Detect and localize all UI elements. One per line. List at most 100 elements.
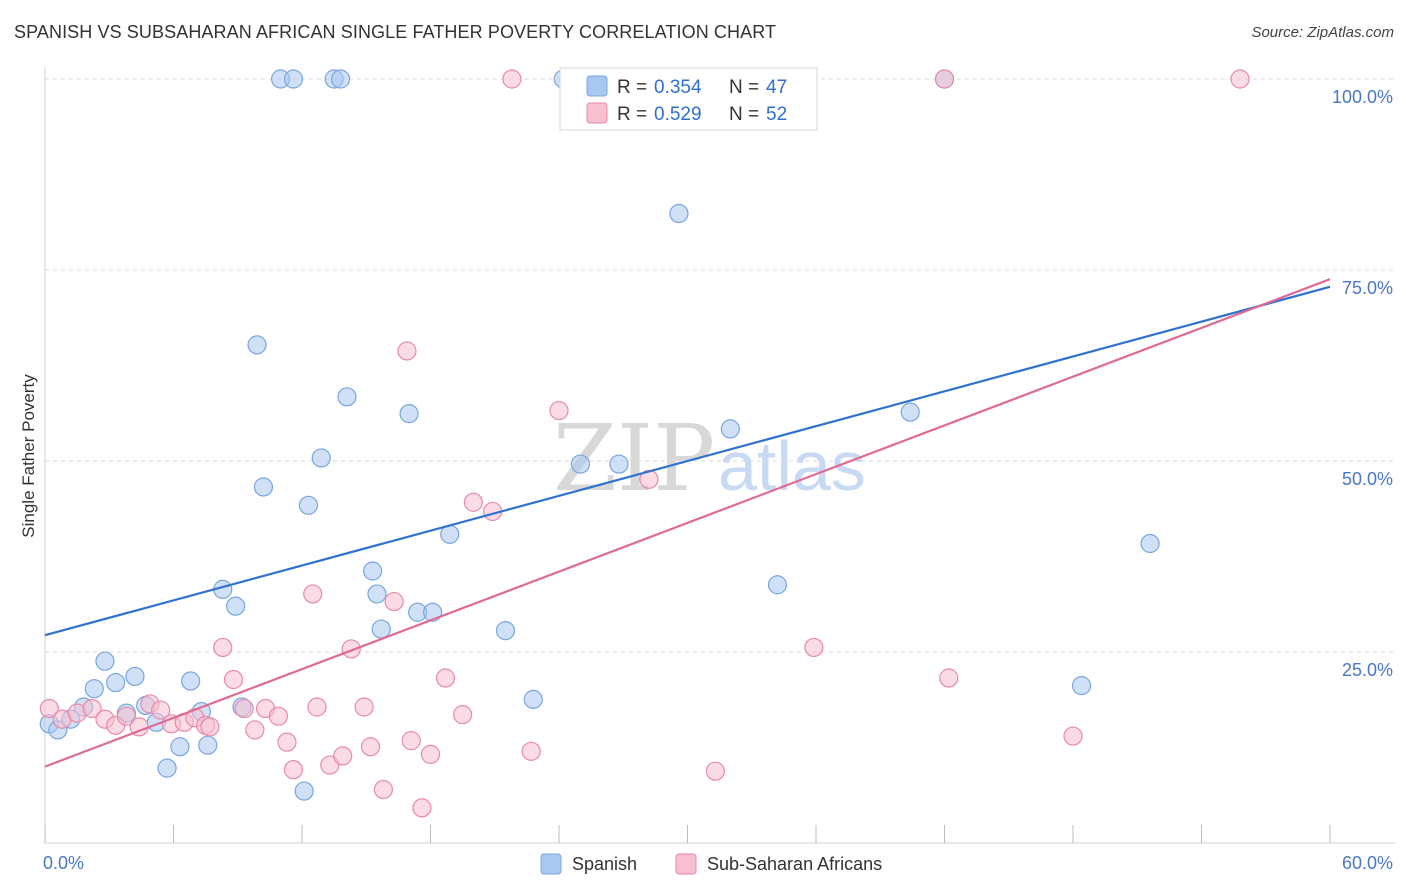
- data-point-spanish: [298, 495, 319, 515]
- y-tick-label: 75.0%: [1342, 278, 1393, 298]
- data-point-subsaharan: [223, 669, 244, 690]
- data-point-subsaharan: [384, 591, 404, 612]
- trend-line-spanish: [44, 285, 1331, 637]
- series-legend-label-spanish: Spanish: [572, 854, 637, 874]
- data-point-spanish: [253, 477, 274, 497]
- data-point-subsaharan: [307, 697, 327, 717]
- data-point-subsaharan: [333, 746, 353, 766]
- data-point-spanish: [294, 781, 314, 801]
- legend-r-value: 0.354: [654, 77, 702, 98]
- series-legend-label-subsaharan: Sub-Saharan Africans: [707, 854, 882, 874]
- y-tick-label: 50.0%: [1342, 469, 1393, 489]
- data-point-spanish: [371, 619, 391, 639]
- data-point-subsaharan: [1063, 726, 1083, 746]
- legend-n-label: N =: [729, 104, 759, 125]
- data-point-subsaharan: [1230, 69, 1250, 89]
- data-point-subsaharan: [401, 731, 421, 751]
- data-point-spanish: [609, 454, 629, 474]
- legend-swatch-spanish: [586, 75, 608, 97]
- data-point-subsaharan: [245, 720, 265, 740]
- legend-n-label: N =: [729, 77, 759, 98]
- data-point-subsaharan: [82, 698, 102, 719]
- data-point-subsaharan: [453, 705, 473, 725]
- data-point-subsaharan: [502, 69, 522, 89]
- data-point-subsaharan: [435, 668, 456, 688]
- data-point-spanish: [247, 335, 267, 355]
- data-point-subsaharan: [39, 698, 59, 719]
- data-point-spanish: [495, 621, 516, 641]
- legend-r-label: R =: [617, 104, 647, 125]
- data-point-subsaharan: [116, 706, 136, 726]
- correlation-legend: R = 0.354 N = 47 R = 0.529 N = 52: [559, 67, 818, 131]
- data-point-subsaharan: [397, 341, 417, 361]
- y-axis-label: Single Father Poverty: [19, 374, 38, 538]
- data-point-spanish: [669, 203, 689, 224]
- watermark: ZIP atlas: [553, 405, 866, 512]
- data-point-subsaharan: [549, 400, 569, 421]
- data-point-subsaharan: [341, 639, 361, 659]
- data-point-subsaharan: [934, 69, 955, 89]
- data-point-spanish: [523, 689, 543, 709]
- trend-line-subsaharan: [44, 278, 1331, 768]
- data-point-subsaharan: [804, 637, 824, 658]
- data-point-subsaharan: [268, 706, 289, 726]
- series-legend-swatch-spanish: [540, 853, 562, 875]
- data-point-subsaharan: [277, 732, 297, 752]
- data-point-subsaharan: [412, 798, 432, 818]
- data-point-spanish: [125, 666, 145, 687]
- data-point-subsaharan: [151, 700, 171, 720]
- series-legend: Spanish Sub-Saharan Africans: [540, 853, 882, 875]
- data-point-spanish: [367, 584, 387, 604]
- data-point-subsaharan: [420, 744, 441, 764]
- data-point-spanish: [226, 596, 246, 616]
- data-point-spanish: [283, 69, 304, 89]
- data-point-spanish: [198, 735, 218, 755]
- x-tick-label-min: 0.0%: [43, 853, 84, 873]
- data-point-spanish: [157, 758, 177, 778]
- legend-r-value: 0.529: [654, 104, 702, 125]
- watermark-atlas: atlas: [718, 427, 866, 505]
- data-point-subsaharan: [939, 668, 959, 688]
- legend-r-label: R =: [617, 77, 647, 98]
- legend-n-value: 47: [766, 77, 787, 98]
- data-point-subsaharan: [283, 760, 304, 780]
- y-tick-label: 100.0%: [1332, 87, 1393, 107]
- data-point-subsaharan: [705, 761, 725, 781]
- trend-lines: [44, 278, 1331, 768]
- data-point-spanish: [337, 387, 357, 407]
- data-point-spanish: [900, 402, 920, 422]
- data-point-spanish: [570, 454, 591, 474]
- data-point-subsaharan: [373, 779, 393, 800]
- y-tick-label: 25.0%: [1342, 660, 1393, 680]
- x-tick-label-max: 60.0%: [1342, 853, 1393, 873]
- data-point-spanish: [84, 679, 104, 699]
- data-point-subsaharan: [200, 717, 220, 737]
- data-point-spanish: [330, 69, 351, 89]
- data-points: [39, 69, 1250, 818]
- data-point-spanish: [181, 671, 201, 691]
- data-point-spanish: [1140, 533, 1160, 554]
- data-point-subsaharan: [213, 637, 233, 658]
- data-point-subsaharan: [521, 741, 541, 761]
- data-point-spanish: [311, 448, 331, 468]
- data-point-subsaharan: [354, 697, 374, 717]
- legend-n-value: 52: [766, 104, 787, 125]
- series-legend-swatch-subsaharan: [675, 853, 697, 875]
- data-point-subsaharan: [234, 698, 254, 719]
- data-point-spanish: [1071, 676, 1092, 696]
- data-point-spanish: [363, 561, 383, 581]
- data-point-spanish: [399, 404, 419, 424]
- chart-title: SPANISH VS SUBSAHARAN AFRICAN SINGLE FAT…: [14, 22, 777, 42]
- data-point-subsaharan: [463, 492, 483, 512]
- source-label: Source: ZipAtlas.com: [1251, 24, 1394, 41]
- legend-swatch-subsaharan: [586, 102, 608, 124]
- data-point-spanish: [767, 575, 788, 595]
- data-point-subsaharan: [360, 737, 381, 757]
- data-point-spanish: [95, 651, 115, 671]
- data-point-spanish: [720, 419, 740, 439]
- data-point-spanish: [170, 737, 190, 757]
- grid-lines: [45, 78, 1395, 653]
- data-point-spanish: [106, 672, 126, 693]
- data-point-subsaharan: [303, 584, 323, 604]
